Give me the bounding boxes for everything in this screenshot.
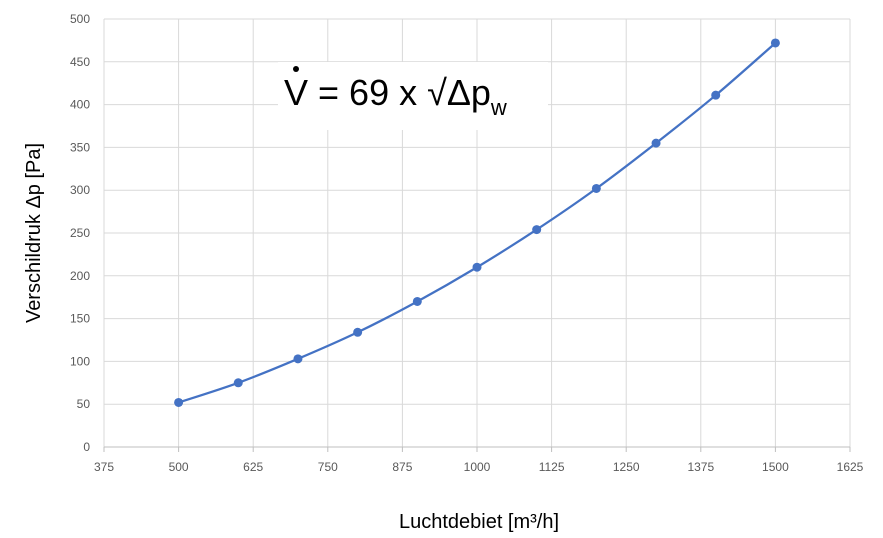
formula-annotation: V = 69 x √Δpw — [278, 62, 548, 130]
y-tick-label: 400 — [70, 98, 90, 112]
y-tick-label: 350 — [70, 140, 90, 154]
data-point — [293, 354, 303, 364]
x-tick-label: 1375 — [687, 460, 714, 474]
x-axis-title: Luchtdebiet [m³/h] — [399, 511, 559, 533]
y-tick-label: 500 — [70, 12, 90, 26]
formula-subscript: w — [490, 95, 507, 120]
y-tick-label: 100 — [70, 354, 90, 368]
data-point — [412, 296, 422, 306]
data-point — [174, 397, 184, 407]
data-point — [353, 327, 363, 337]
formula-text: = 69 x √Δp — [308, 72, 491, 113]
x-tick-label: 1250 — [613, 460, 640, 474]
gridlines — [103, 18, 851, 448]
x-tick-label: 1500 — [762, 460, 789, 474]
y-tick-label: 50 — [77, 397, 91, 411]
data-point — [770, 38, 780, 48]
dot-accent — [293, 66, 299, 72]
tick-labels: 0 50 100 150 200 250 300 350 400 450 500 375 500 625 7… — [70, 12, 864, 474]
axes — [103, 446, 851, 452]
y-tick-label: 200 — [70, 269, 90, 283]
series — [174, 38, 780, 407]
data-point — [233, 378, 243, 388]
x-tick-label: 1625 — [837, 460, 864, 474]
x-tick-label: 875 — [392, 460, 412, 474]
x-tick-label: 1125 — [539, 460, 565, 474]
y-tick-label: 300 — [70, 183, 90, 197]
y-tick-label: 450 — [70, 55, 90, 69]
data-point — [711, 90, 721, 100]
data-point — [532, 225, 542, 235]
y-tick-label: 150 — [70, 312, 90, 326]
data-point — [472, 262, 482, 272]
data-point — [651, 138, 661, 148]
x-tick-label: 1000 — [464, 460, 491, 474]
y-tick-label: 250 — [70, 226, 90, 240]
x-tick-label: 750 — [318, 460, 338, 474]
data-point — [591, 183, 601, 193]
y-tick-label: 0 — [83, 440, 90, 454]
x-tick-label: 625 — [243, 460, 263, 474]
x-tick-label: 375 — [94, 460, 114, 474]
y-axis-title: Verschildruk Δp [Pa] — [23, 143, 45, 323]
flow-symbol: V — [284, 66, 308, 114]
x-tick-label: 500 — [169, 460, 189, 474]
